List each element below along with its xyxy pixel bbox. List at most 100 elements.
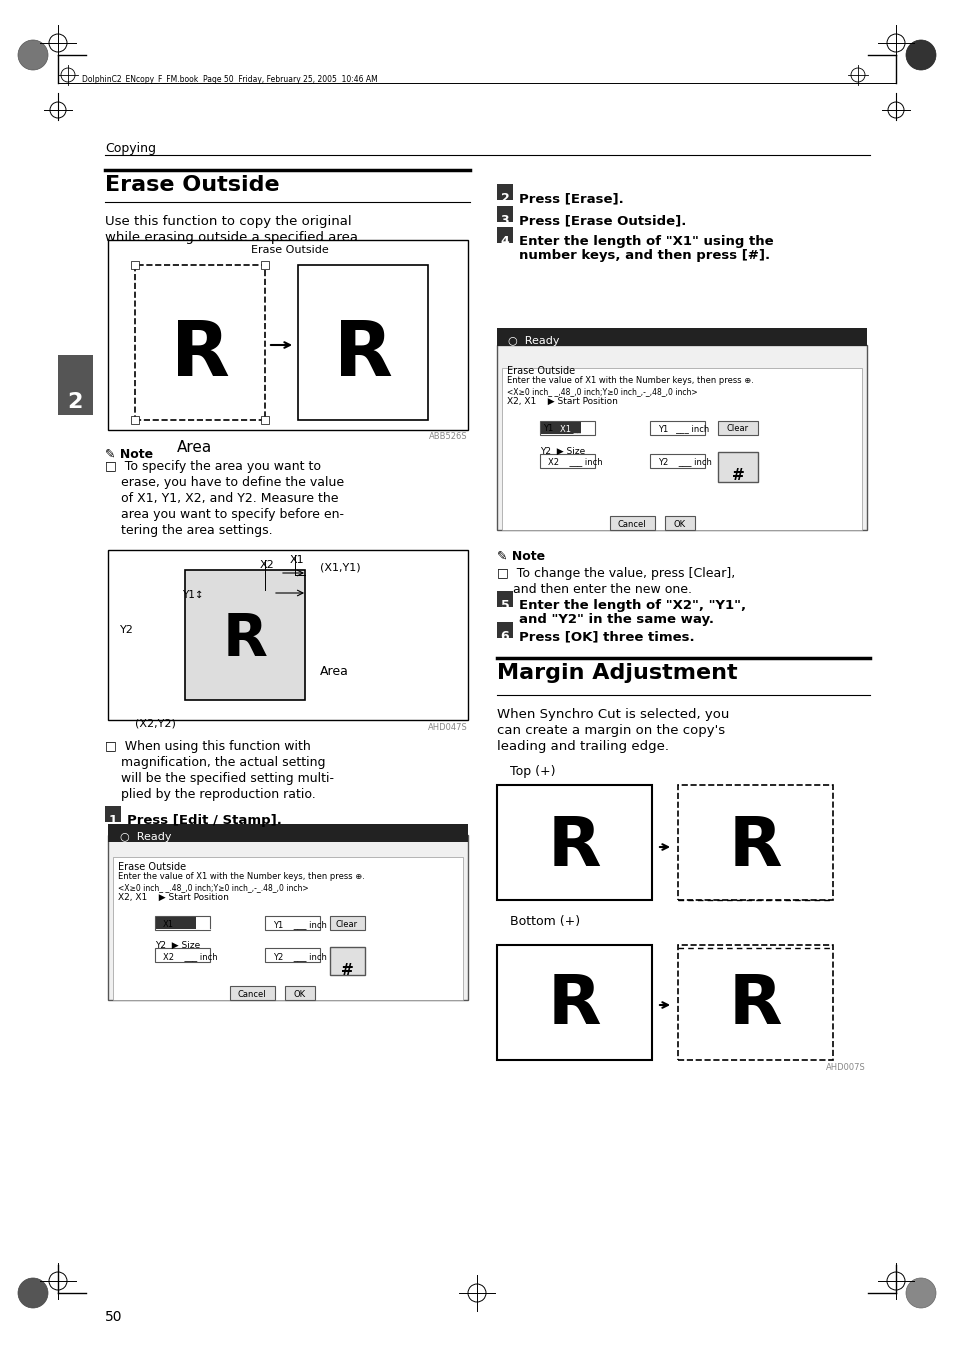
Text: magnification, the actual setting: magnification, the actual setting <box>105 756 325 768</box>
Bar <box>285 985 314 1000</box>
Text: X2    ___ inch: X2 ___ inch <box>547 457 602 466</box>
Bar <box>539 421 595 435</box>
Text: Y2  ▶ Size: Y2 ▶ Size <box>154 941 200 950</box>
Text: number keys, and then press [#].: number keys, and then press [#]. <box>518 249 769 262</box>
Text: OK: OK <box>673 520 685 528</box>
Text: and "Y2" in the same way.: and "Y2" in the same way. <box>518 613 713 625</box>
Bar <box>501 368 862 530</box>
Bar <box>330 917 365 930</box>
Text: □  To specify the area you want to: □ To specify the area you want to <box>105 460 320 473</box>
Text: #: # <box>340 962 353 979</box>
Text: Erase Outside: Erase Outside <box>118 861 186 872</box>
Bar <box>135 266 265 421</box>
Text: ✎ Note: ✎ Note <box>105 448 153 461</box>
Text: Clear: Clear <box>726 425 748 433</box>
Text: X2, X1    ▶ Start Position: X2, X1 ▶ Start Position <box>506 398 618 406</box>
Text: Y2  ▶ Size: Y2 ▶ Size <box>539 448 584 456</box>
Text: R: R <box>727 813 781 880</box>
Bar <box>497 590 513 607</box>
Text: R: R <box>727 972 781 1038</box>
Bar <box>131 262 139 270</box>
Text: Erase Outside: Erase Outside <box>105 175 279 195</box>
Text: and then enter the new one.: and then enter the new one. <box>513 582 691 596</box>
Text: AHD007S: AHD007S <box>825 1064 865 1072</box>
Text: of X1, Y1, X2, and Y2. Measure the: of X1, Y1, X2, and Y2. Measure the <box>105 492 338 506</box>
Text: 1: 1 <box>109 814 117 828</box>
Text: ___ inch: ___ inch <box>175 919 233 929</box>
Text: Erase Outside: Erase Outside <box>251 245 329 255</box>
Text: Erase Outside: Erase Outside <box>506 367 575 376</box>
Bar <box>230 985 274 1000</box>
Text: 3: 3 <box>500 214 509 226</box>
Text: Enter the length of "X2", "Y1",: Enter the length of "X2", "Y1", <box>518 599 745 612</box>
Text: Use this function to copy the original: Use this function to copy the original <box>105 214 352 228</box>
Text: Y2    ___ inch: Y2 ___ inch <box>658 457 711 466</box>
Text: Press [Edit / Stamp].: Press [Edit / Stamp]. <box>127 814 281 828</box>
Text: R: R <box>547 972 600 1038</box>
Text: plied by the reproduction ratio.: plied by the reproduction ratio. <box>105 789 315 801</box>
Bar <box>108 824 468 842</box>
Text: ○  Ready: ○ Ready <box>507 336 558 346</box>
Text: (X1,Y1): (X1,Y1) <box>319 562 360 572</box>
Circle shape <box>905 1278 935 1308</box>
Text: while erasing outside a specified area.: while erasing outside a specified area. <box>105 231 362 244</box>
Text: erase, you have to define the value: erase, you have to define the value <box>105 476 344 489</box>
Bar <box>108 240 468 430</box>
Text: Copying: Copying <box>105 142 156 155</box>
Text: X2: X2 <box>260 559 274 570</box>
Text: (X2,Y2): (X2,Y2) <box>135 718 175 728</box>
Text: Y2    ___ inch: Y2 ___ inch <box>273 952 327 961</box>
Text: Y1   ___ inch: Y1 ___ inch <box>658 425 708 433</box>
Text: area you want to specify before en-: area you want to specify before en- <box>105 508 344 520</box>
Text: OK: OK <box>294 989 306 999</box>
Bar <box>497 183 513 200</box>
Text: Y1: Y1 <box>542 425 553 433</box>
Text: leading and trailing edge.: leading and trailing edge. <box>497 740 668 754</box>
Text: X1: X1 <box>163 919 173 929</box>
Text: Y1↕: Y1↕ <box>182 590 203 600</box>
Text: When Synchro Cut is selected, you: When Synchro Cut is selected, you <box>497 708 729 721</box>
Text: □  When using this function with: □ When using this function with <box>105 740 311 754</box>
Text: Enter the value of X1 with the Number keys, then press ⊕.: Enter the value of X1 with the Number ke… <box>118 872 364 882</box>
Text: ABB526S: ABB526S <box>429 431 468 441</box>
Bar <box>678 785 832 900</box>
Bar <box>156 917 195 929</box>
Bar <box>497 328 866 346</box>
Text: Press [Erase Outside].: Press [Erase Outside]. <box>518 214 685 226</box>
Text: Cancel: Cancel <box>617 520 645 528</box>
Bar <box>154 948 210 962</box>
Bar <box>497 945 651 1060</box>
Text: Margin Adjustment: Margin Adjustment <box>497 663 737 683</box>
Text: ○  Ready: ○ Ready <box>120 832 172 842</box>
Text: DolphinC2_ENcopy_F_FM.book  Page 50  Friday, February 25, 2005  10:46 AM: DolphinC2_ENcopy_F_FM.book Page 50 Frida… <box>82 75 377 84</box>
Text: #: # <box>731 468 743 483</box>
Bar <box>108 834 468 1000</box>
Text: can create a margin on the copy's: can create a margin on the copy's <box>497 724 724 737</box>
Circle shape <box>18 40 48 70</box>
Bar <box>105 806 121 822</box>
Bar <box>297 266 428 421</box>
Text: X1: X1 <box>290 555 304 565</box>
Text: 5: 5 <box>500 599 509 612</box>
Bar <box>497 226 513 243</box>
Text: X2, X1    ▶ Start Position: X2, X1 ▶ Start Position <box>118 892 229 902</box>
Bar <box>131 417 139 425</box>
Bar <box>539 454 595 468</box>
Bar <box>330 948 365 975</box>
Text: <X≥0 inch_ _.48_,0 inch;Y≥0 inch_,-_.48_,0 inch>: <X≥0 inch_ _.48_,0 inch;Y≥0 inch_,-_.48_… <box>118 883 309 892</box>
Bar <box>265 917 319 930</box>
Text: 50: 50 <box>105 1310 122 1324</box>
Text: R: R <box>222 612 267 669</box>
Text: Y1    ___ inch: Y1 ___ inch <box>273 919 327 929</box>
Text: Bottom (+): Bottom (+) <box>510 915 579 927</box>
Text: 2: 2 <box>68 392 83 412</box>
Bar <box>718 452 758 483</box>
Bar <box>649 454 704 468</box>
Text: Area: Area <box>319 665 349 678</box>
Text: Area: Area <box>177 439 213 456</box>
Bar <box>664 516 695 530</box>
Bar <box>108 550 468 720</box>
Text: X1 _____ inch: X1 _____ inch <box>559 425 615 433</box>
Bar <box>609 516 655 530</box>
Text: Top (+): Top (+) <box>510 766 555 778</box>
